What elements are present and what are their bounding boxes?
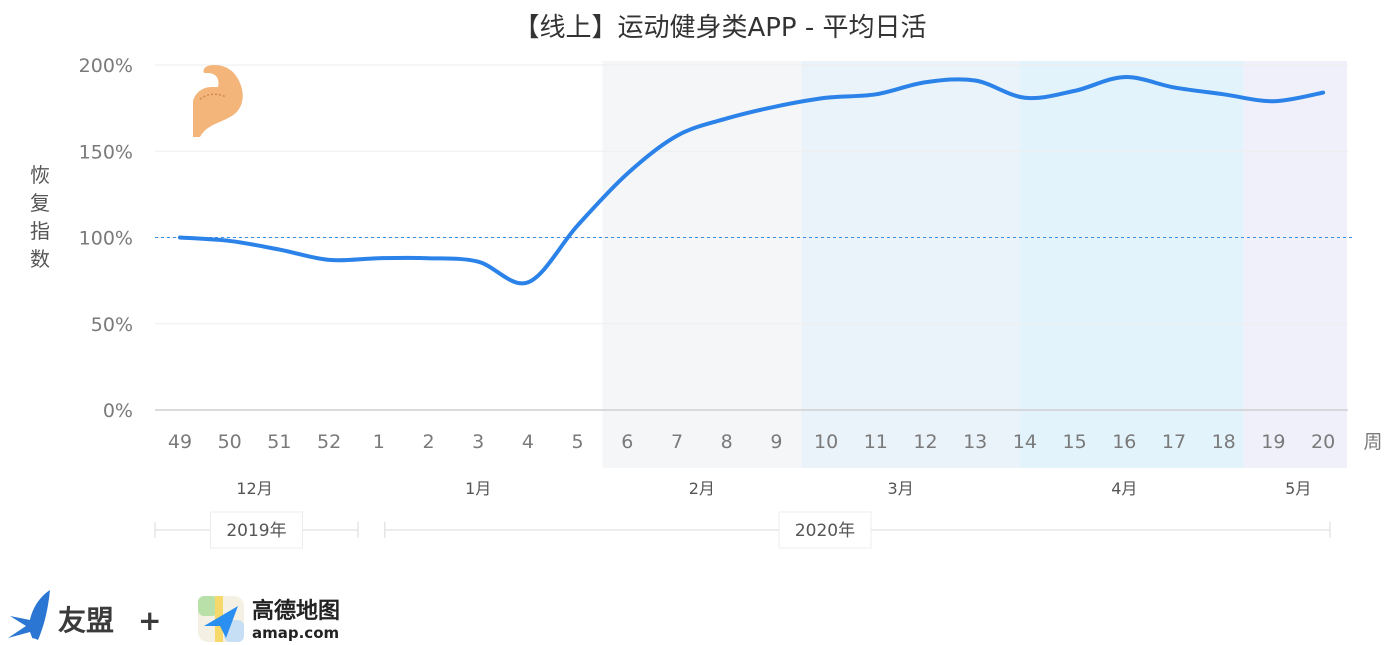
year-brackets: 2019年 2020年 xyxy=(154,511,1331,549)
series-layer xyxy=(178,75,1326,286)
shaded-band-2 xyxy=(1019,61,1244,468)
x-tick-label: 7 xyxy=(671,431,683,453)
month-label: 5月 xyxy=(1285,479,1311,498)
x-tick-label: 3 xyxy=(472,431,484,453)
month-label: 1月 xyxy=(465,479,491,498)
x-tick-label: 14 xyxy=(1013,431,1037,453)
gridlines xyxy=(155,64,1352,411)
y-axis-ticks: 0% 50% 100% 150% 200% xyxy=(79,55,133,422)
y-label-char: 指 xyxy=(30,219,50,243)
x-tick-label: 20 xyxy=(1311,431,1335,453)
amap-domain: amap.com xyxy=(252,624,339,642)
x-tick-label: 2 xyxy=(422,431,434,453)
x-tick-label: 50 xyxy=(218,431,242,453)
umeng-logo: 友盟 + xyxy=(8,590,161,640)
shaded-band-1 xyxy=(801,61,1020,468)
x-tick-label: 11 xyxy=(864,431,888,453)
x-tick-label: 8 xyxy=(721,431,733,453)
x-axis-ticks: 49 50 51 52 1 2 3 4 5 6 7 8 9 10 11 12 13 14 15 16 17 18 19 20 xyxy=(168,431,1335,453)
y-tick-label: 100% xyxy=(79,228,133,250)
x-tick-label: 16 xyxy=(1112,431,1136,453)
amap-logo: 高德地图 amap.com xyxy=(198,596,340,642)
x-tick-label: 15 xyxy=(1063,431,1087,453)
x-tick-label: 10 xyxy=(814,431,838,453)
muscle-arm-icon xyxy=(193,65,243,137)
series-line xyxy=(178,75,1326,286)
year-label: 2019年 xyxy=(226,521,286,541)
x-tick-label: 4 xyxy=(522,431,534,453)
x-tick-label: 9 xyxy=(770,431,782,453)
month-label: 12月 xyxy=(236,479,272,498)
amap-name: 高德地图 xyxy=(252,598,340,624)
y-tick-label: 200% xyxy=(79,55,133,77)
x-unit-label: 周 xyxy=(1363,431,1382,453)
y-label-char: 复 xyxy=(30,191,50,215)
x-tick-label: 52 xyxy=(317,431,341,453)
x-tick-label: 49 xyxy=(168,431,192,453)
year-label-box xyxy=(778,511,872,549)
y-tick-label: 0% xyxy=(103,400,133,422)
x-tick-label: 17 xyxy=(1162,431,1186,453)
x-tick-label: 6 xyxy=(621,431,633,453)
umeng-name: 友盟 xyxy=(58,604,114,637)
x-tick-label: 12 xyxy=(913,431,937,453)
x-tick-label: 51 xyxy=(267,431,291,453)
amap-logo-icon xyxy=(198,596,244,642)
chart-title: 【线上】运动健身类APP - 平均日活 xyxy=(513,13,926,43)
month-labels: 12月 1月 2月 3月 4月 5月 xyxy=(236,479,1311,498)
umeng-bird-icon xyxy=(8,590,50,640)
shaded-band-0 xyxy=(602,61,802,468)
month-label: 3月 xyxy=(888,479,914,498)
month-label: 2月 xyxy=(689,479,715,498)
y-label-char: 恢 xyxy=(30,163,50,187)
y-tick-label: 50% xyxy=(91,314,133,336)
x-tick-label: 18 xyxy=(1212,431,1236,453)
plus-sign: + xyxy=(138,604,161,637)
x-tick-label: 5 xyxy=(572,431,584,453)
shaded-band-3 xyxy=(1243,61,1347,468)
x-tick-label: 19 xyxy=(1261,431,1285,453)
year-label-box xyxy=(210,511,303,549)
x-tick-label: 1 xyxy=(373,431,385,453)
x-tick-label: 13 xyxy=(963,431,987,453)
month-label: 4月 xyxy=(1111,479,1137,498)
y-label-char: 数 xyxy=(30,247,50,271)
year-label: 2020年 xyxy=(795,521,855,541)
shaded-periods xyxy=(602,61,1347,468)
y-tick-label: 150% xyxy=(79,141,133,163)
